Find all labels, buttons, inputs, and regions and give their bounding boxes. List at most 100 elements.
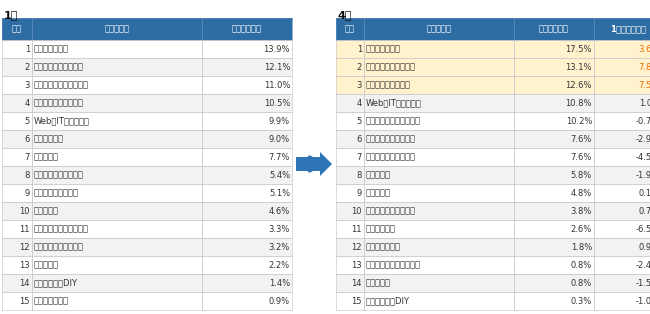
Text: 9.0%: 9.0% <box>269 134 290 143</box>
Bar <box>514 130 594 148</box>
Text: 0.3%: 0.3% <box>571 296 592 306</box>
Text: スポーツ・アウトドア: スポーツ・アウトドア <box>34 242 84 252</box>
Text: 1月比較増加率: 1月比較増加率 <box>610 24 646 34</box>
Text: 子育て・キッズ: 子育て・キッズ <box>34 296 69 306</box>
Bar <box>336 238 364 256</box>
Bar <box>514 148 594 166</box>
Text: 2: 2 <box>357 62 362 72</box>
Bar <box>336 256 364 274</box>
Text: 2.2%: 2.2% <box>269 261 290 269</box>
Text: 順位: 順位 <box>345 24 355 34</box>
Text: ヨガ・フィットネス: ヨガ・フィットネス <box>34 188 79 198</box>
Bar <box>594 220 650 238</box>
Bar <box>202 238 292 256</box>
Text: 0.1%: 0.1% <box>639 188 650 198</box>
Bar <box>594 256 650 274</box>
Text: 9: 9 <box>357 188 362 198</box>
Bar <box>336 94 364 112</box>
Bar <box>32 112 202 130</box>
Text: 15: 15 <box>20 296 30 306</box>
Bar <box>364 130 514 148</box>
Text: 17.5%: 17.5% <box>566 45 592 53</box>
Bar <box>364 292 514 310</box>
Text: 7.8%: 7.8% <box>638 62 650 72</box>
PathPatch shape <box>296 152 332 176</box>
Bar <box>514 94 594 112</box>
Bar <box>202 202 292 220</box>
Bar <box>202 274 292 292</box>
Text: 3: 3 <box>25 80 30 89</box>
Text: -2.4%: -2.4% <box>636 261 650 269</box>
Bar <box>2 202 32 220</box>
Bar <box>594 166 650 184</box>
Bar <box>2 148 32 166</box>
Bar <box>32 58 202 76</box>
Bar <box>32 184 202 202</box>
Text: ビューティー・ヘルス: ビューティー・ヘルス <box>366 153 416 161</box>
Bar <box>594 94 650 112</box>
Bar <box>336 184 364 202</box>
Text: ビューティー・ヘルス: ビューティー・ヘルス <box>34 62 84 72</box>
Text: 4月: 4月 <box>338 10 352 20</box>
Bar <box>336 130 364 148</box>
Bar <box>514 76 594 94</box>
Bar <box>202 112 292 130</box>
Bar <box>594 292 650 310</box>
Text: 7.6%: 7.6% <box>571 153 592 161</box>
Bar <box>364 94 514 112</box>
Text: 3.8%: 3.8% <box>571 207 592 215</box>
Bar <box>594 274 650 292</box>
Bar <box>2 256 32 274</box>
Bar <box>594 112 650 130</box>
Bar <box>514 256 594 274</box>
Bar <box>202 76 292 94</box>
Bar <box>514 58 594 76</box>
Text: 10.2%: 10.2% <box>566 116 592 126</box>
Bar <box>364 76 514 94</box>
Bar <box>32 166 202 184</box>
Bar <box>514 166 594 184</box>
Text: ハンドメイド・クラフト: ハンドメイド・クラフト <box>366 261 421 269</box>
Bar <box>594 148 650 166</box>
Bar <box>336 292 364 310</box>
Text: 1.4%: 1.4% <box>269 279 290 288</box>
Text: 5.4%: 5.4% <box>269 171 290 180</box>
Bar <box>2 130 32 148</box>
Bar <box>2 166 32 184</box>
Text: 趣味・ライフスタイル: 趣味・ライフスタイル <box>34 99 84 107</box>
Text: 10.5%: 10.5% <box>264 99 290 107</box>
Text: -4.5%: -4.5% <box>636 153 650 161</box>
Bar <box>594 130 650 148</box>
Text: 10: 10 <box>352 207 362 215</box>
Text: カテゴリー: カテゴリー <box>426 24 452 34</box>
Text: 7.7%: 7.7% <box>268 153 290 161</box>
Bar <box>364 58 514 76</box>
Bar <box>336 40 364 58</box>
Text: 料理・グルメ: 料理・グルメ <box>366 225 396 234</box>
Text: ビジネススキル: ビジネススキル <box>34 45 69 53</box>
Text: 起業・副業・キャリア: 起業・副業・キャリア <box>34 171 84 180</box>
Bar <box>202 58 292 76</box>
Text: 11.0%: 11.0% <box>264 80 290 89</box>
Text: スポーツ・アウトドア: スポーツ・アウトドア <box>366 207 416 215</box>
Text: 13.9%: 13.9% <box>263 45 290 53</box>
Bar <box>2 76 32 94</box>
Bar <box>32 94 202 112</box>
Bar <box>202 220 292 238</box>
Bar <box>202 184 292 202</box>
Bar <box>202 148 292 166</box>
Bar <box>514 220 594 238</box>
Bar <box>2 292 32 310</box>
Bar <box>336 220 364 238</box>
Bar <box>364 112 514 130</box>
Bar <box>336 166 364 184</box>
Bar <box>2 112 32 130</box>
Bar <box>202 130 292 148</box>
Text: 文化・教養: 文化・教養 <box>366 279 391 288</box>
Bar <box>2 238 32 256</box>
Bar <box>2 18 32 40</box>
Text: 13.1%: 13.1% <box>566 62 592 72</box>
Bar <box>336 274 364 292</box>
Text: 8: 8 <box>357 171 362 180</box>
Text: 12: 12 <box>20 242 30 252</box>
